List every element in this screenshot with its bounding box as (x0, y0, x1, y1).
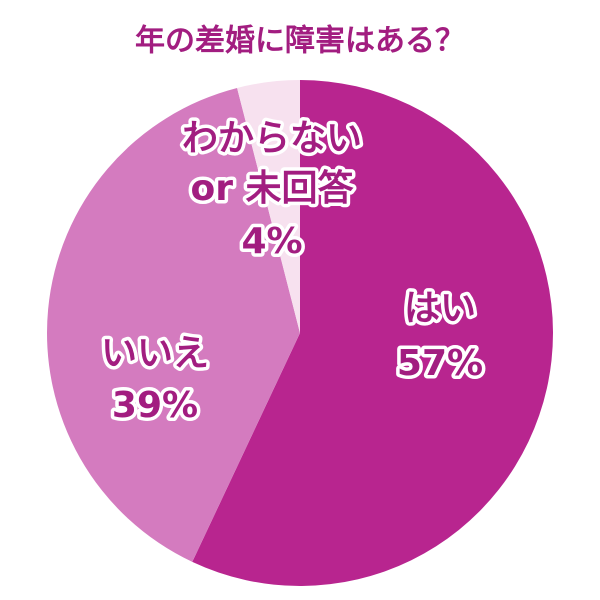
pie-slice (46, 87, 301, 562)
slice-label: はい (404, 288, 476, 329)
value-label: 4% (241, 221, 302, 262)
pie-slice (237, 80, 300, 333)
value-label: 39% (112, 385, 198, 426)
slice-label: いいえ (101, 333, 209, 374)
chart-title: 年の差婚に障害はある？ (135, 24, 465, 59)
value-label: 57% (397, 343, 483, 384)
slice-label: わからない or 未回答 (182, 118, 362, 209)
pie-slice (192, 80, 553, 586)
